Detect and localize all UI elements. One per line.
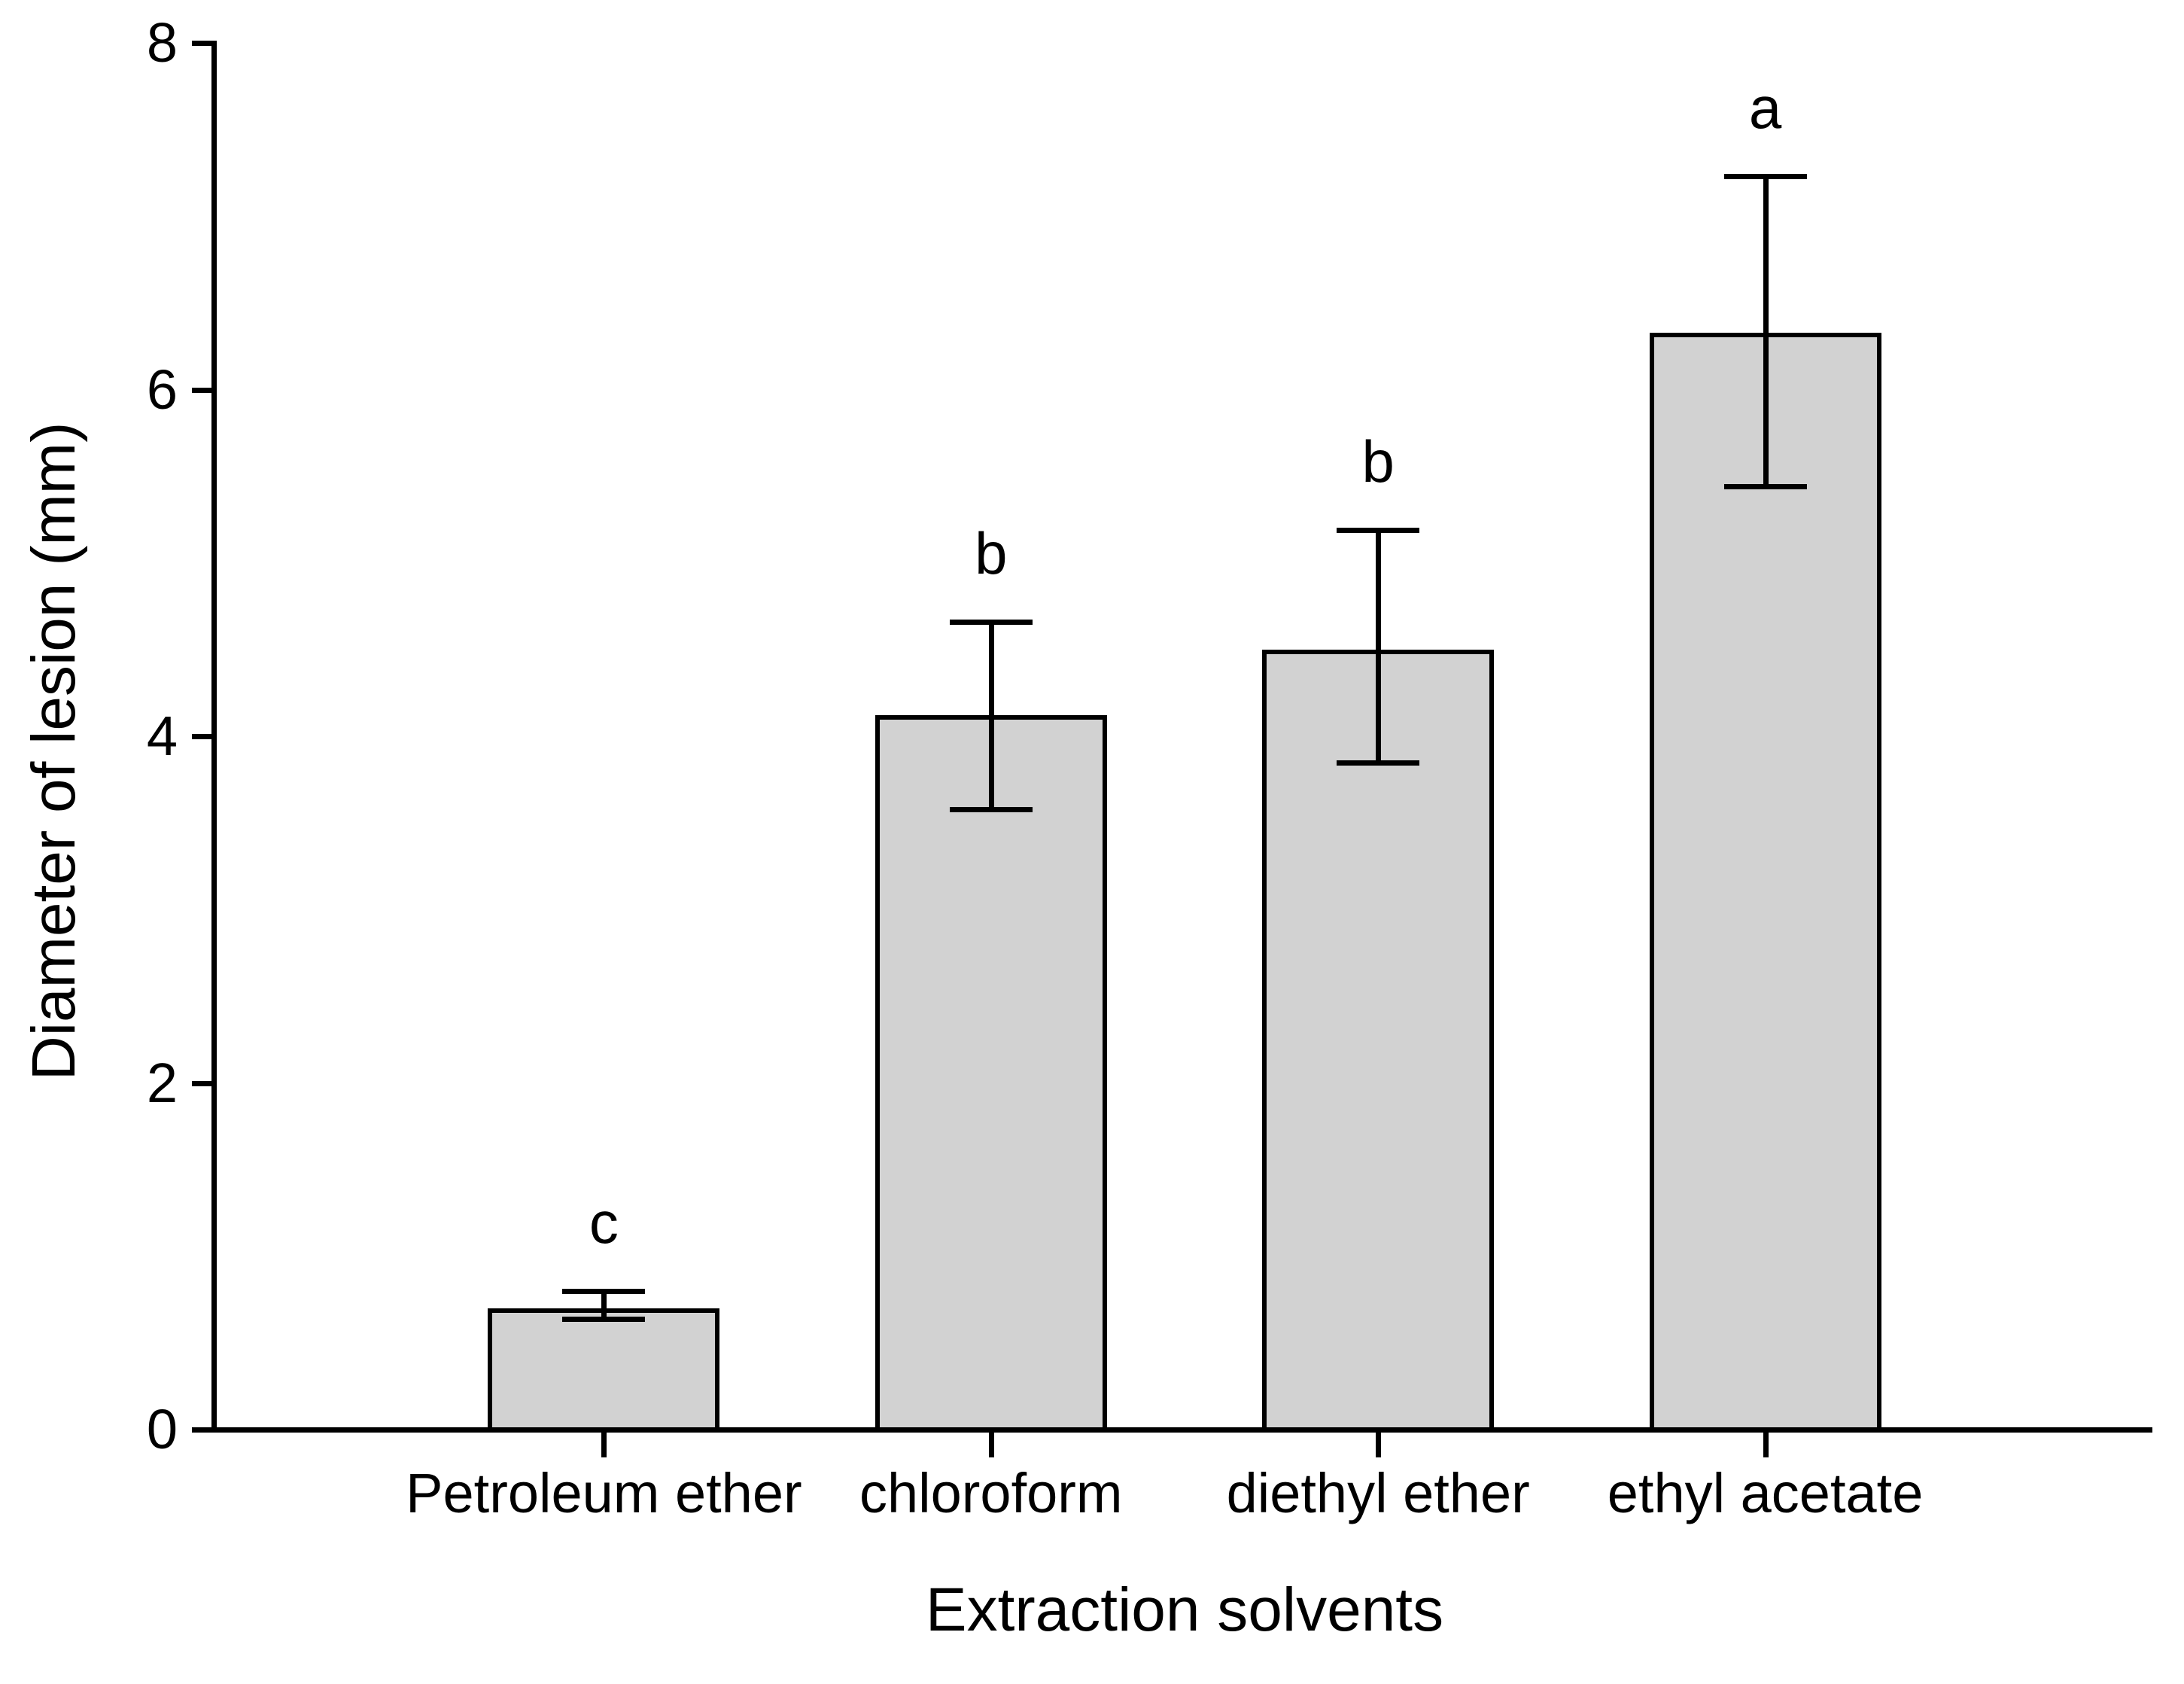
y-tick-label: 6 [146, 358, 178, 421]
significance-letter: c [589, 1189, 619, 1256]
x-category-label: diethyl ether [1226, 1462, 1530, 1524]
x-category-label: ethyl acetate [1607, 1462, 1924, 1524]
x-category-label: chloroform [859, 1462, 1123, 1524]
y-tick-label: 4 [146, 705, 178, 767]
x-tick [1763, 1432, 1769, 1457]
error-bar-cap-top [1337, 528, 1420, 533]
y-tick [192, 387, 217, 393]
significance-letter: a [1748, 75, 1782, 142]
x-axis-title: Extraction solvents [925, 1576, 1444, 1644]
error-bar-cap-bottom [562, 1316, 646, 1322]
error-bar-line [988, 622, 994, 809]
y-tick-label: 2 [146, 1051, 178, 1114]
error-bar-line [1763, 176, 1769, 487]
bar [1649, 332, 1881, 1432]
error-bar-cap-bottom [949, 806, 1033, 812]
y-tick [192, 41, 217, 46]
y-tick-label: 0 [146, 1398, 178, 1460]
y-tick [192, 734, 217, 739]
error-bar-line [601, 1290, 607, 1319]
bar [875, 715, 1107, 1432]
bar [1262, 649, 1495, 1432]
error-bar-cap-top [562, 1288, 646, 1294]
x-tick [601, 1432, 607, 1457]
significance-letter: b [1361, 428, 1395, 495]
significance-letter: b [975, 520, 1008, 587]
x-category-label: Petroleum ether [406, 1462, 802, 1524]
error-bar-cap-bottom [1337, 760, 1420, 766]
x-axis-line [192, 1427, 2152, 1433]
error-bar-cap-bottom [1723, 484, 1807, 490]
y-tick [192, 1080, 217, 1086]
y-tick [192, 1427, 217, 1433]
x-tick [988, 1432, 994, 1457]
error-bar-cap-top [949, 620, 1033, 626]
bar [488, 1308, 720, 1432]
error-bar-line [1376, 530, 1382, 763]
y-tick-label: 8 [146, 11, 178, 74]
x-tick [1376, 1432, 1382, 1457]
error-bar-cap-top [1723, 174, 1807, 180]
